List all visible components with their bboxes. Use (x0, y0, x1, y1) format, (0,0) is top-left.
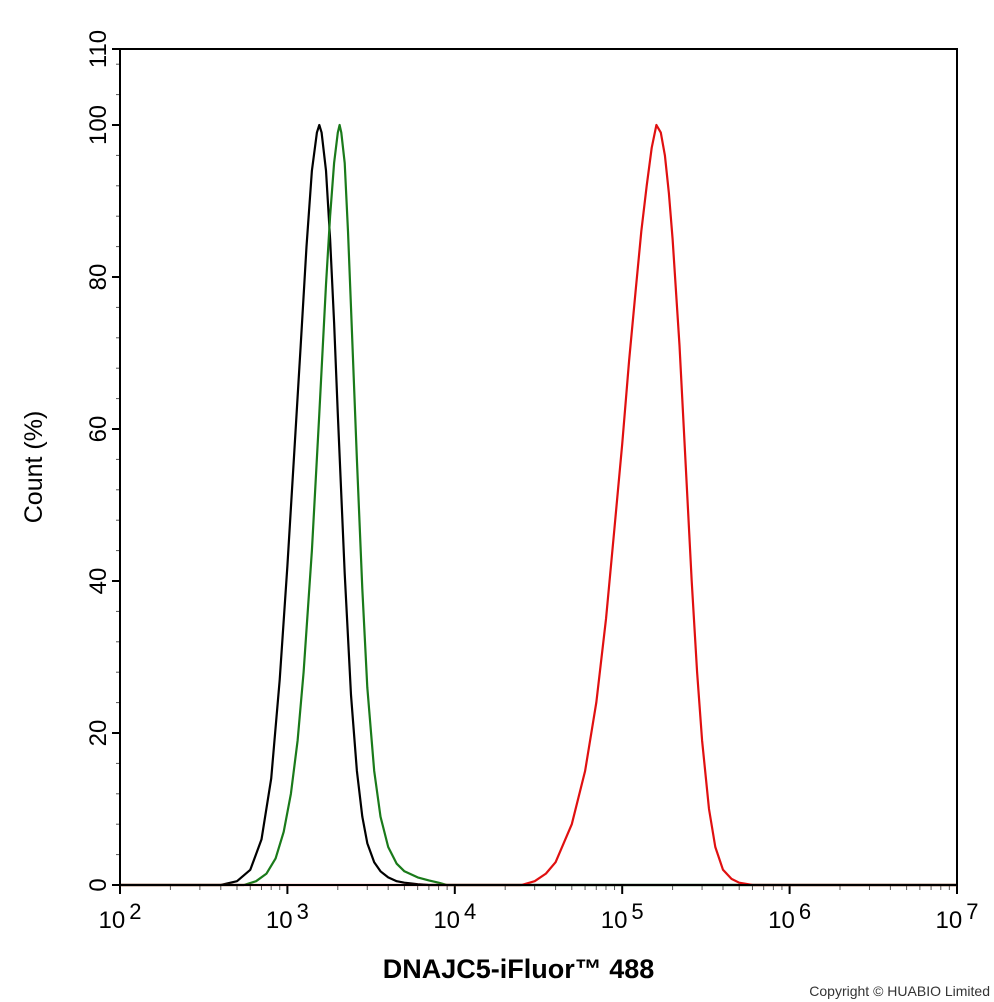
x-tick-label: 10 6 (768, 899, 811, 934)
y-tick-labels: 0 20 40 60 80 100 110 (85, 30, 112, 892)
x-tick-label: 10 5 (601, 899, 644, 934)
copyright-notice: Copyright © HUABIO Limited (809, 983, 990, 999)
x-axis-title: DNAJC5-iFluor™ 488 (383, 954, 655, 984)
series-line-3 (120, 123, 957, 887)
x-tick-label: 10 2 (99, 899, 142, 934)
y-axis-title: Count (%) (20, 411, 48, 524)
x-tick-labels: 10 2 10 3 10 4 10 5 10 6 10 7 (99, 899, 979, 934)
x-tick-label: 10 4 (433, 899, 476, 934)
x-tick-label: 10 7 (936, 899, 979, 934)
y-tick-label: 80 (85, 264, 112, 291)
axis-ticks (112, 48, 958, 894)
x-tick-label: 10 3 (266, 899, 309, 934)
histogram-series (120, 123, 957, 887)
y-tick-label: 60 (85, 416, 112, 443)
y-tick-label: 20 (85, 720, 112, 747)
y-tick-label: 0 (85, 878, 112, 891)
y-tick-label: 110 (85, 30, 112, 68)
series-line-1 (120, 123, 957, 887)
y-tick-label: 40 (85, 568, 112, 595)
series-line-2 (120, 123, 957, 887)
plot-frame (119, 48, 958, 886)
y-tick-label: 100 (85, 105, 112, 145)
